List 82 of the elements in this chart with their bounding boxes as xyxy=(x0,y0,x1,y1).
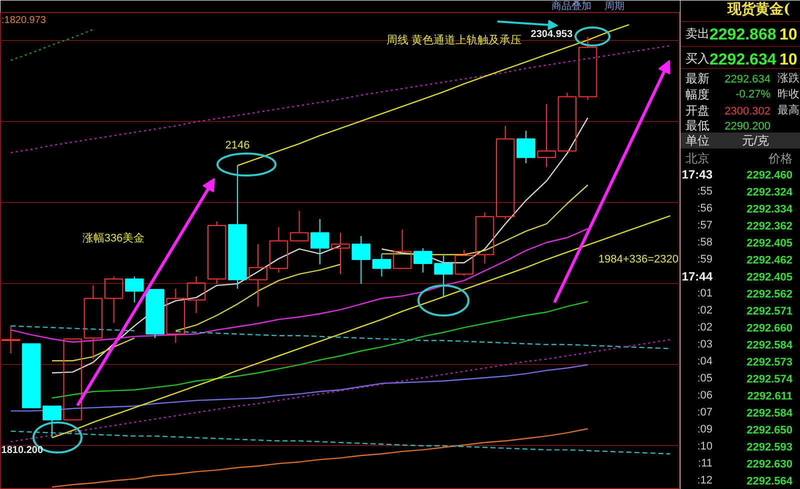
text: -0.27% xyxy=(736,88,771,100)
text: 2292.593 xyxy=(746,442,793,454)
text: 元/克 xyxy=(742,134,770,148)
text: 2292.584 xyxy=(746,340,794,352)
text: 2292.650 xyxy=(746,424,793,436)
text: 商品叠加 xyxy=(552,0,592,12)
text: 现货黄金( xyxy=(726,2,790,18)
text: 2292.571 xyxy=(746,306,793,318)
annotation: 周线 黄色通道上轨触及承压 xyxy=(386,34,522,46)
text: :56 xyxy=(697,202,713,214)
text: :06 xyxy=(697,390,713,402)
candlestick xyxy=(537,104,556,168)
text: :58 xyxy=(697,236,713,248)
text: 幅度 xyxy=(686,88,710,102)
text: :55 xyxy=(697,186,713,198)
annotation: 2146 xyxy=(225,140,250,152)
text: 开盘 xyxy=(686,104,710,118)
text: :09 xyxy=(697,424,713,436)
text: :11 xyxy=(698,458,713,470)
text: :07 xyxy=(697,406,713,418)
text: 2292.462 xyxy=(746,254,793,266)
candlestick xyxy=(414,248,432,273)
text: 北京 xyxy=(686,152,710,166)
text: :03 xyxy=(697,338,713,350)
text: 涨跌 xyxy=(778,72,800,84)
text: 2292.334 xyxy=(746,204,794,216)
text: 2292.611 xyxy=(747,390,793,402)
annotation: 涨幅336美金 xyxy=(82,232,145,244)
text: 2292.660 xyxy=(746,322,793,334)
text: 最低 xyxy=(686,118,710,132)
text: :02 xyxy=(697,304,713,316)
text: :05 xyxy=(697,372,713,384)
text: :10 xyxy=(697,440,713,452)
annotation: 2304.953 xyxy=(530,29,573,40)
text: 卖出 xyxy=(686,26,710,40)
text: 2290.200 xyxy=(724,120,771,132)
text: 最高 xyxy=(778,104,800,116)
text: 2292.630 xyxy=(746,458,793,470)
text: 2292.562 xyxy=(746,288,793,300)
annotation: :1820.973 xyxy=(2,15,46,26)
text: 2292.574 xyxy=(746,374,794,386)
text: 2292.362 xyxy=(746,220,793,232)
annotation: 1984+336=2320 xyxy=(598,254,679,266)
text: :59 xyxy=(697,254,713,266)
candlestick xyxy=(248,244,268,307)
text: 2292.405 xyxy=(746,238,793,250)
candlestick xyxy=(228,165,247,290)
text: 买入 xyxy=(686,52,710,66)
text: 2292.634 xyxy=(724,74,771,86)
candlestick xyxy=(578,36,598,100)
text: :02 xyxy=(697,322,713,334)
candlestick xyxy=(186,276,206,314)
text: 17:43 xyxy=(682,168,713,182)
candlestick xyxy=(310,218,330,265)
text: :01 xyxy=(697,288,713,300)
text: :04 xyxy=(697,356,713,368)
text: 2292.564 xyxy=(746,476,794,488)
text: 2292.324 xyxy=(746,186,794,198)
text: 2292.868 xyxy=(710,26,776,44)
candlestick xyxy=(331,232,350,275)
candlestick xyxy=(434,254,453,298)
text: 价格 xyxy=(768,152,792,166)
text: 2292.460 xyxy=(746,170,793,182)
text: 10 xyxy=(780,26,798,44)
text: 昨收 xyxy=(778,88,800,100)
text: 最新 xyxy=(686,72,710,86)
text: 2292.584 xyxy=(746,408,794,420)
annotation: 1810.200 xyxy=(1,445,44,456)
candlestick xyxy=(352,236,370,284)
text: 17:44 xyxy=(682,270,713,284)
candlestick xyxy=(1,325,20,354)
text: 2292.573 xyxy=(746,356,793,368)
text: 2292.405 xyxy=(746,272,793,284)
text: 2300.302 xyxy=(724,106,771,118)
text: 单位 xyxy=(686,134,710,148)
text: 2292.634 xyxy=(710,52,776,68)
text: :57 xyxy=(697,220,713,232)
text: 10 xyxy=(780,52,798,68)
candlestick xyxy=(166,288,186,344)
candlestick xyxy=(84,284,103,360)
text: :12 xyxy=(697,474,713,486)
text: 周期 xyxy=(604,0,624,12)
